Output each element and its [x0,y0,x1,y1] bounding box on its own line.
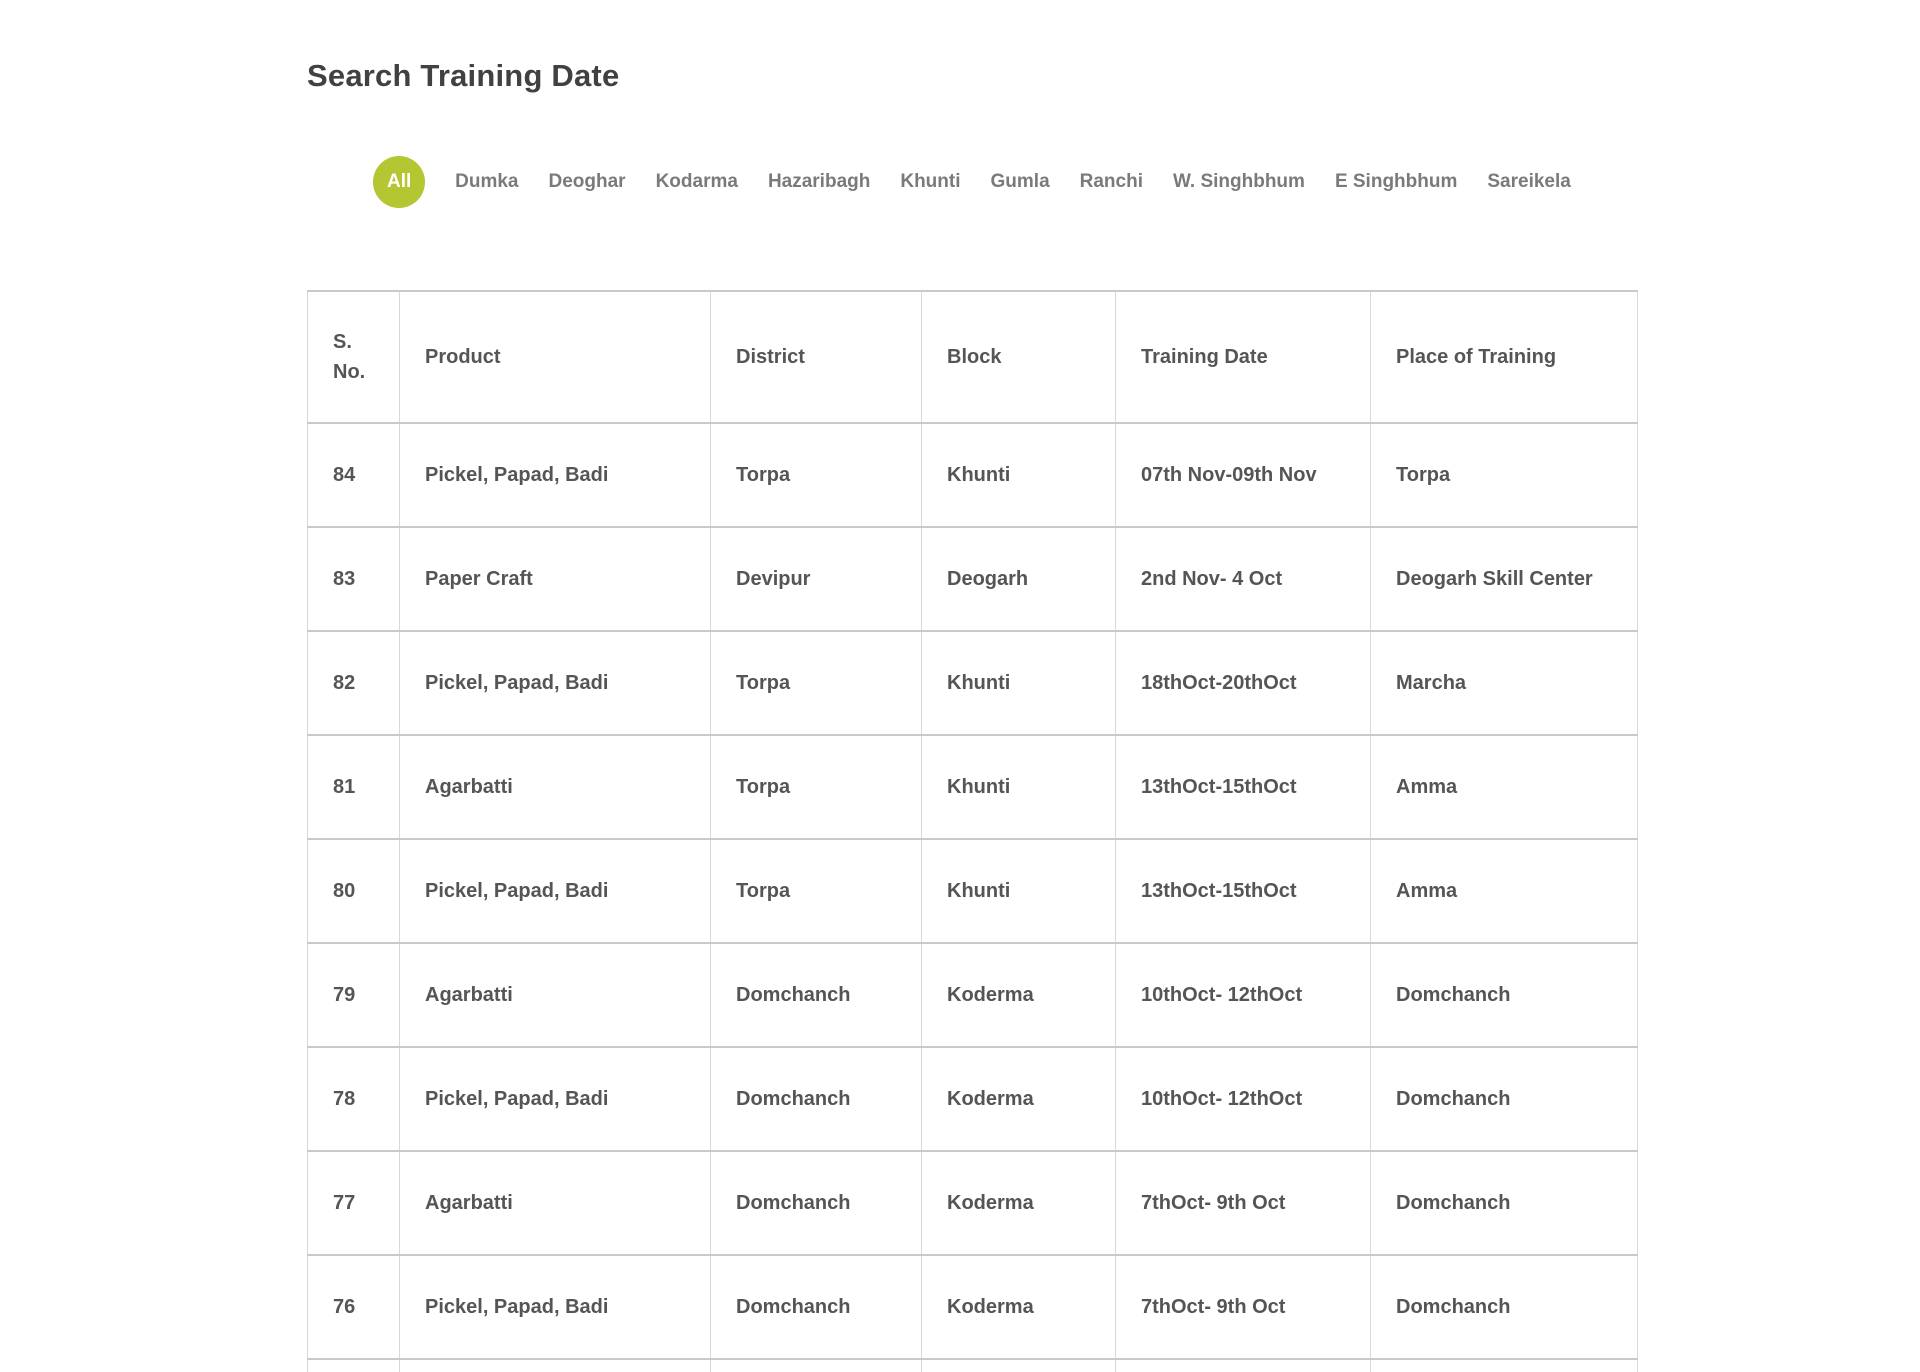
cell-product: Agarbatti [399,734,711,840]
cell-block: Khunti [921,838,1116,944]
filter-deoghar[interactable]: Deoghar [548,171,626,192]
cell-s_no [307,1358,400,1372]
cell-training_date [1115,1358,1371,1372]
column-header-place_of_training: Place of Training [1370,290,1638,424]
cell-district: Domchanch [710,1150,922,1256]
column-header-training_date: Training Date [1115,290,1371,424]
cell-place_of_training [1370,1358,1638,1372]
table-row: 77 Agarbatti Domchanch Koderma 7thOct- 9th O… [307,1150,1638,1256]
cell-district [710,1358,922,1372]
cell-block: Khunti [921,734,1116,840]
cell-training_date: 10thOct- 12thOct [1115,942,1371,1048]
cell-product: Pickel, Papad, Badi [399,1254,711,1360]
cell-training_date: 13thOct-15thOct [1115,734,1371,840]
table-row-partial [307,1358,1638,1372]
cell-s_no: 83 [307,526,400,632]
filter-e-singhbhum[interactable]: E Singhbhum [1334,171,1458,192]
table-header-row: S. No. Product District Block Training Date P… [307,290,1638,424]
cell-s_no: 80 [307,838,400,944]
column-header-block: Block [921,290,1116,424]
cell-product: Pickel, Papad, Badi [399,838,711,944]
page-title: Search Training Date [307,58,620,93]
cell-district: Torpa [710,734,922,840]
cell-training_date: 07th Nov-09th Nov [1115,422,1371,528]
column-header-s_no: S. No. [307,290,400,424]
cell-training_date: 2nd Nov- 4 Oct [1115,526,1371,632]
table-row: 78 Pickel, Papad, Badi Domchanch Koderma 10t… [307,1046,1638,1152]
cell-product [399,1358,711,1372]
cell-s_no: 84 [307,422,400,528]
cell-s_no: 77 [307,1150,400,1256]
cell-product: Pickel, Papad, Badi [399,1046,711,1152]
cell-training_date: 10thOct- 12thOct [1115,1046,1371,1152]
cell-place_of_training: Amma [1370,838,1638,944]
table-row: 81 Agarbatti Torpa Khunti 13thOct-15thOct Amm… [307,734,1638,840]
table-row: 82 Pickel, Papad, Badi Torpa Khunti 18thOct-… [307,630,1638,736]
cell-block: Koderma [921,1046,1116,1152]
filter-sareikela[interactable]: Sareikela [1487,171,1571,192]
cell-district: Devipur [710,526,922,632]
cell-s_no: 76 [307,1254,400,1360]
district-filter-nav: All Dumka Deoghar Kodarma Hazaribagh Khunti Gu… [307,156,1637,208]
cell-block: Koderma [921,1254,1116,1360]
cell-training_date: 7thOct- 9th Oct [1115,1254,1371,1360]
cell-district: Domchanch [710,1046,922,1152]
filter-w-singhbhum[interactable]: W. Singhbhum [1173,171,1305,192]
cell-block: Koderma [921,942,1116,1048]
cell-district: Torpa [710,838,922,944]
filter-khunti[interactable]: Khunti [900,171,961,192]
cell-s_no: 79 [307,942,400,1048]
table-row: 80 Pickel, Papad, Badi Torpa Khunti 13thOct-… [307,838,1638,944]
cell-training_date: 18thOct-20thOct [1115,630,1371,736]
training-schedule-table: S. No. Product District Block Training Date P… [307,290,1638,1372]
cell-product: Agarbatti [399,942,711,1048]
cell-block: Khunti [921,422,1116,528]
filter-ranchi[interactable]: Ranchi [1079,171,1143,192]
cell-s_no: 82 [307,630,400,736]
cell-block: Deogarh [921,526,1116,632]
cell-place_of_training: Deogarh Skill Center [1370,526,1638,632]
cell-place_of_training: Domchanch [1370,1150,1638,1256]
cell-block: Koderma [921,1150,1116,1256]
table-row: 76 Pickel, Papad, Badi Domchanch Koderma 7th… [307,1254,1638,1360]
filter-kodarma[interactable]: Kodarma [655,171,738,192]
filter-all[interactable]: All [373,156,426,208]
cell-s_no: 81 [307,734,400,840]
filter-hazaribagh[interactable]: Hazaribagh [767,171,871,192]
filter-dumka[interactable]: Dumka [455,171,519,192]
table-row: 79 Agarbatti Domchanch Koderma 10thOct- 12th… [307,942,1638,1048]
cell-block [921,1358,1116,1372]
cell-product: Paper Craft [399,526,711,632]
cell-place_of_training: Domchanch [1370,942,1638,1048]
cell-training_date: 13thOct-15thOct [1115,838,1371,944]
cell-product: Agarbatti [399,1150,711,1256]
page-container: Search Training Date All Dumka Deoghar Koda… [307,0,1638,1372]
table-row: 84 Pickel, Papad, Badi Torpa Khunti 07th Nov… [307,422,1638,528]
table-row: 83 Paper Craft Devipur Deogarh 2nd Nov- 4 Oc… [307,526,1638,632]
cell-product: Pickel, Papad, Badi [399,422,711,528]
cell-district: Domchanch [710,1254,922,1360]
cell-district: Torpa [710,630,922,736]
cell-place_of_training: Domchanch [1370,1254,1638,1360]
column-header-district: District [710,290,922,424]
cell-district: Domchanch [710,942,922,1048]
cell-district: Torpa [710,422,922,528]
filter-gumla[interactable]: Gumla [990,171,1050,192]
cell-place_of_training: Marcha [1370,630,1638,736]
cell-place_of_training: Torpa [1370,422,1638,528]
cell-place_of_training: Amma [1370,734,1638,840]
column-header-product: Product [399,290,711,424]
cell-s_no: 78 [307,1046,400,1152]
cell-block: Khunti [921,630,1116,736]
cell-training_date: 7thOct- 9th Oct [1115,1150,1371,1256]
cell-product: Pickel, Papad, Badi [399,630,711,736]
cell-place_of_training: Domchanch [1370,1046,1638,1152]
